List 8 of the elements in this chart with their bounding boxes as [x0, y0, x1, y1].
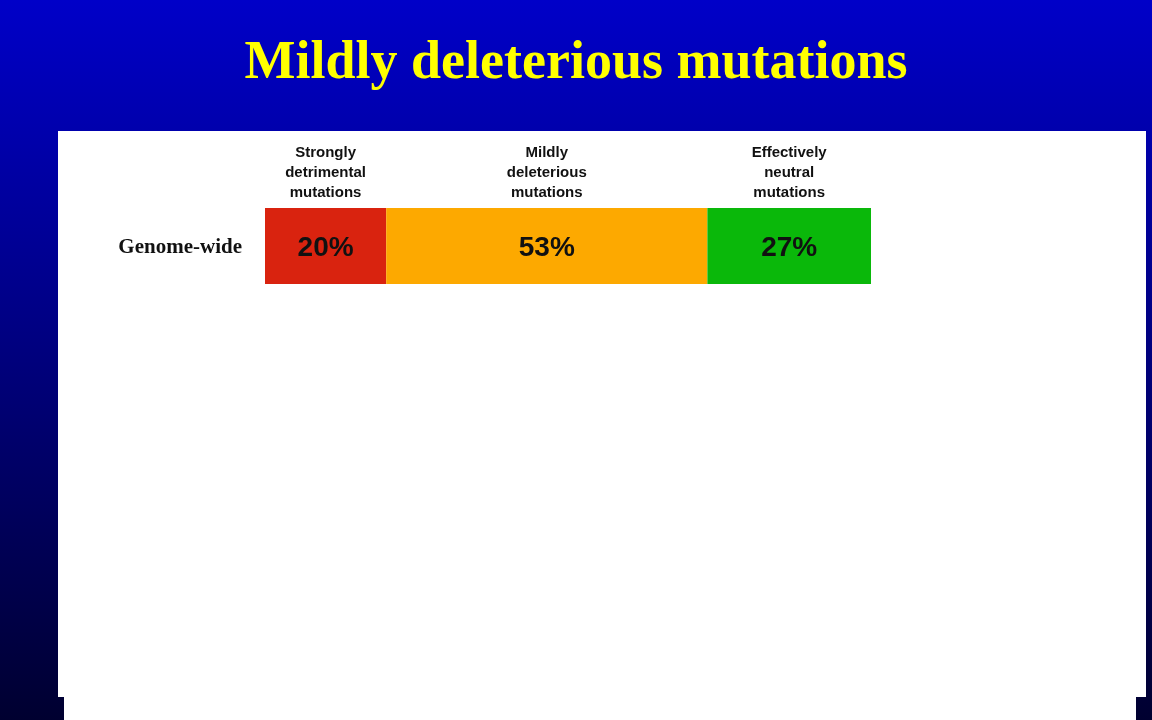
series-label: Mildly deleterious mutations	[506, 143, 587, 200]
data-label: 27%	[761, 231, 818, 262]
data-label: 53%	[518, 231, 575, 262]
y-tick-label: Genome-wide	[118, 234, 242, 258]
chart-title: Mildly deleterious mutations	[244, 30, 908, 90]
series-label: Strongly detrimental mutations	[285, 143, 367, 200]
series-label: Effectively neutral mutations	[751, 143, 828, 200]
data-label: 20%	[297, 231, 354, 262]
